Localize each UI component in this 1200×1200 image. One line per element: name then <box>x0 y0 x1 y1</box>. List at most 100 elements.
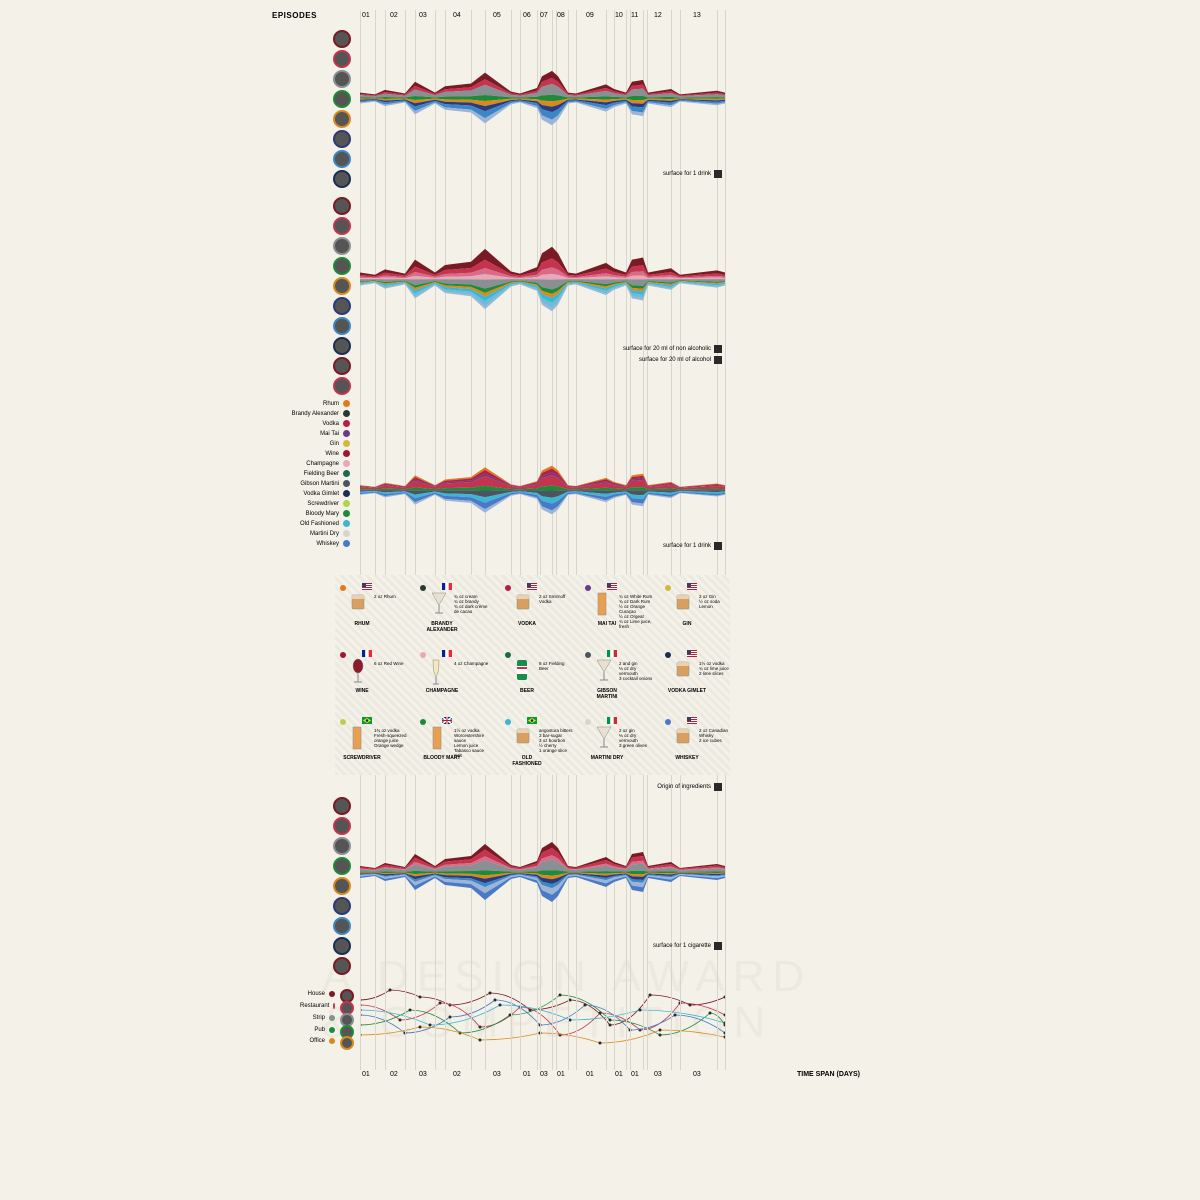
glass-icon <box>515 725 529 749</box>
glass-icon <box>350 658 364 682</box>
avatar <box>333 50 351 68</box>
timeline-point <box>559 994 562 997</box>
avatar <box>333 817 351 835</box>
timeline-point <box>609 1024 612 1027</box>
flag-icon <box>607 717 617 724</box>
legend-item: Martini Dry <box>280 530 350 537</box>
streamgraph <box>360 30 730 175</box>
avatar <box>333 297 351 315</box>
streamgraph <box>360 197 730 369</box>
legend-item: Wine <box>280 450 350 457</box>
avatar <box>333 897 351 915</box>
page-title: EPISODES <box>272 11 317 20</box>
surface-note: Origin of ingredients <box>657 783 722 791</box>
timeline-point <box>609 1019 612 1022</box>
glass-icon <box>350 725 364 749</box>
avatar <box>333 30 351 48</box>
drink-name: CHAMPAGNE <box>422 688 462 694</box>
avatar-column <box>333 797 351 977</box>
avatar <box>333 170 351 188</box>
timeline-point <box>659 1034 662 1037</box>
drink-name: OLD FASHIONED <box>507 755 547 767</box>
day-label: 03 <box>493 1071 501 1078</box>
legend-label: Rhum <box>323 401 339 407</box>
legend-dot <box>343 490 350 497</box>
day-label: 01 <box>557 1071 565 1078</box>
avatar <box>333 937 351 955</box>
episode-label: 13 <box>693 12 701 19</box>
avatar <box>333 217 351 235</box>
legend-label: Martini Dry <box>310 531 339 537</box>
location-dot <box>329 1015 335 1021</box>
drink-name: WINE <box>342 688 382 694</box>
drink-color-dot <box>585 652 591 658</box>
episode-label: 12 <box>654 12 662 19</box>
episode-label: 02 <box>390 12 398 19</box>
timeline-point <box>409 1009 412 1012</box>
drink-recipe: angostura bitters 3 bar-sugar 3 oz bourb… <box>539 729 574 754</box>
legend-dot <box>343 530 350 537</box>
day-label: 02 <box>453 1071 461 1078</box>
day-label: 01 <box>586 1071 594 1078</box>
drink-recipe: 8 oz Fielding Beer <box>539 662 574 672</box>
drink-color-dot <box>420 585 426 591</box>
legend-item: Fielding Beer <box>280 470 350 477</box>
glass-icon <box>675 591 689 615</box>
drink-color-dot <box>665 585 671 591</box>
flag-icon <box>687 650 697 657</box>
day-label: 03 <box>540 1071 548 1078</box>
glass-icon <box>675 658 689 682</box>
drink-recipe: 6 oz Red Wine <box>374 662 409 667</box>
drink-recipe: 1½ oz vodka Worcestershire sauce Lemon j… <box>454 729 489 759</box>
episode-label: 08 <box>557 12 565 19</box>
avatar <box>333 317 351 335</box>
drink-color-dot <box>505 585 511 591</box>
legend-dot <box>343 520 350 527</box>
day-label: 01 <box>615 1071 623 1078</box>
avatar <box>333 957 351 975</box>
location-legend-item: Strip <box>300 1015 335 1021</box>
legend-label: Gibson Martini <box>300 481 339 487</box>
timeline-point <box>494 999 497 1002</box>
legend-dot <box>343 480 350 487</box>
episode-label: 03 <box>419 12 427 19</box>
legend-item: Gibson Martini <box>280 480 350 487</box>
drink-color-dot <box>505 719 511 725</box>
location-label: Office <box>309 1038 325 1044</box>
drink-color-dot <box>585 585 591 591</box>
location-label: Restaurant <box>300 1003 329 1009</box>
flag-icon <box>442 650 452 657</box>
legend-item: Whiskey <box>280 540 350 547</box>
glass-icon <box>430 658 444 682</box>
avatar-column <box>333 30 351 190</box>
legend-label: Gin <box>330 441 339 447</box>
drink-color-dot <box>420 652 426 658</box>
day-label: 03 <box>419 1071 427 1078</box>
flag-icon <box>687 717 697 724</box>
legend-item: Screwdriver <box>280 500 350 507</box>
timeline-point <box>429 1024 432 1027</box>
legend-dot <box>343 450 350 457</box>
timeline-point <box>389 989 392 992</box>
drink-name: WHISKEY <box>667 755 707 761</box>
drinks-grid: RHUM2 oz RhumBRANDY ALEXANDER¾ oz cream … <box>335 575 730 775</box>
drink-recipe: 2 oz Smirnoff Vodka <box>539 595 574 605</box>
legend-item: Vodka <box>280 420 350 427</box>
glass-icon <box>430 591 444 615</box>
episode-label: 05 <box>493 12 501 19</box>
avatar <box>333 130 351 148</box>
legend-dot <box>343 430 350 437</box>
flag-icon <box>607 650 617 657</box>
timeline-point <box>674 1014 677 1017</box>
episode-label: 11 <box>631 12 638 19</box>
drink-name: GIN <box>667 621 707 627</box>
flag-icon <box>527 717 537 724</box>
drink-recipe: 2 and gin ⅓ oz dry vermouth 3 cocktail o… <box>619 662 654 682</box>
glass-icon <box>515 591 529 615</box>
timeline-point <box>709 1012 712 1015</box>
avatar <box>333 150 351 168</box>
drink-name: BEER <box>507 688 547 694</box>
location-label: House <box>308 991 325 997</box>
legend-dot <box>343 420 350 427</box>
avatar <box>333 337 351 355</box>
